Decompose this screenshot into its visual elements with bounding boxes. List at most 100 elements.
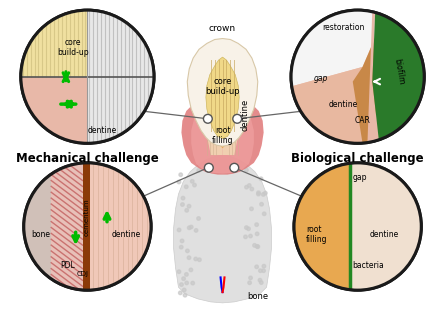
Circle shape <box>262 212 266 216</box>
Polygon shape <box>291 10 387 86</box>
Circle shape <box>184 185 188 188</box>
Circle shape <box>253 244 256 247</box>
Circle shape <box>194 257 198 261</box>
Polygon shape <box>21 10 88 77</box>
Circle shape <box>250 207 253 211</box>
Circle shape <box>245 168 248 172</box>
Circle shape <box>185 208 188 212</box>
Circle shape <box>189 268 193 272</box>
Polygon shape <box>372 10 424 143</box>
Circle shape <box>255 223 258 226</box>
Circle shape <box>244 235 247 239</box>
Text: CDJ: CDJ <box>77 270 88 277</box>
Circle shape <box>180 245 183 249</box>
Text: CAR: CAR <box>355 116 370 125</box>
Text: bacteria: bacteria <box>353 261 385 270</box>
Text: Mechanical challenge: Mechanical challenge <box>16 152 159 165</box>
Text: restoration: restoration <box>322 23 364 32</box>
Circle shape <box>180 283 183 286</box>
Text: root
filling: root filling <box>306 225 327 244</box>
Circle shape <box>294 163 421 290</box>
Polygon shape <box>294 163 350 290</box>
Circle shape <box>203 114 212 123</box>
Polygon shape <box>21 77 88 210</box>
Circle shape <box>185 281 188 285</box>
Circle shape <box>258 279 262 282</box>
Circle shape <box>24 163 151 290</box>
Circle shape <box>21 10 154 143</box>
Circle shape <box>259 269 262 272</box>
Polygon shape <box>206 40 223 155</box>
Circle shape <box>230 163 238 172</box>
Circle shape <box>181 203 184 206</box>
Circle shape <box>291 10 424 143</box>
Circle shape <box>187 204 191 208</box>
Polygon shape <box>83 163 90 290</box>
Circle shape <box>183 288 186 292</box>
Text: core
build-up: core build-up <box>205 77 240 96</box>
Polygon shape <box>291 67 367 143</box>
Circle shape <box>250 187 253 191</box>
Circle shape <box>182 277 185 280</box>
Circle shape <box>190 225 193 229</box>
Circle shape <box>197 217 200 220</box>
Circle shape <box>262 264 266 268</box>
Circle shape <box>205 163 213 172</box>
Circle shape <box>248 184 251 187</box>
Text: root
filling: root filling <box>212 126 233 145</box>
Text: gap: gap <box>314 74 328 83</box>
Circle shape <box>181 196 185 200</box>
Circle shape <box>255 232 259 236</box>
Polygon shape <box>223 40 239 155</box>
Text: PDL: PDL <box>60 261 75 270</box>
Circle shape <box>259 177 263 181</box>
Polygon shape <box>51 163 83 290</box>
Circle shape <box>179 173 183 177</box>
Circle shape <box>191 281 194 285</box>
Circle shape <box>187 256 191 259</box>
Polygon shape <box>90 163 151 290</box>
Circle shape <box>248 281 251 285</box>
Text: bone: bone <box>247 292 268 301</box>
Circle shape <box>249 276 252 280</box>
Polygon shape <box>350 163 421 290</box>
Circle shape <box>194 229 198 232</box>
Circle shape <box>249 234 252 238</box>
Circle shape <box>186 249 189 253</box>
Circle shape <box>264 191 267 195</box>
Text: dentine: dentine <box>241 98 249 131</box>
Polygon shape <box>367 10 379 143</box>
Circle shape <box>177 180 181 184</box>
Circle shape <box>255 265 258 269</box>
Circle shape <box>257 191 260 194</box>
Circle shape <box>257 192 260 196</box>
Circle shape <box>180 239 184 243</box>
Circle shape <box>177 270 181 274</box>
Circle shape <box>245 226 248 229</box>
Polygon shape <box>191 102 254 174</box>
Circle shape <box>260 203 263 206</box>
Text: dentine: dentine <box>88 126 117 135</box>
Circle shape <box>191 180 194 183</box>
Circle shape <box>185 273 188 276</box>
Polygon shape <box>181 96 264 175</box>
Circle shape <box>177 228 181 232</box>
Circle shape <box>179 291 182 295</box>
Circle shape <box>245 185 248 189</box>
Polygon shape <box>24 163 51 290</box>
Text: gap: gap <box>353 173 367 182</box>
Circle shape <box>197 169 200 172</box>
Text: cementum: cementum <box>84 198 89 235</box>
Text: bone: bone <box>32 230 51 239</box>
Polygon shape <box>353 10 387 143</box>
Polygon shape <box>214 43 231 148</box>
Circle shape <box>187 226 191 229</box>
Text: dentine: dentine <box>328 100 358 109</box>
Text: Biological challenge: Biological challenge <box>291 152 424 165</box>
Text: dentine: dentine <box>370 230 399 239</box>
Circle shape <box>262 269 265 273</box>
Polygon shape <box>173 155 271 303</box>
Circle shape <box>247 227 250 231</box>
Circle shape <box>193 183 196 187</box>
Circle shape <box>183 293 187 297</box>
